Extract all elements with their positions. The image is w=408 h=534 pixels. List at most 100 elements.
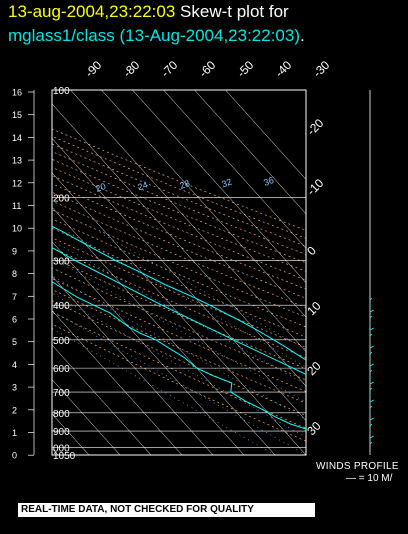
dry-adiabat <box>52 247 306 359</box>
isotherm <box>163 90 306 249</box>
dry-adiabat <box>52 209 306 318</box>
temp-tick-label: 20 <box>304 359 324 379</box>
wind-barb <box>369 387 373 391</box>
wind-barb <box>369 309 374 313</box>
height-tick-label: 16 <box>12 88 22 98</box>
wind-barb <box>369 363 374 367</box>
dry-adiabat <box>52 323 306 442</box>
height-tick-label: 11 <box>12 201 21 211</box>
isotherm <box>52 241 245 455</box>
isotherm <box>52 310 183 455</box>
dry-adiabat <box>52 300 306 416</box>
sounding-line <box>52 281 306 430</box>
temp-tick-label: -20 <box>304 116 326 138</box>
isotherm <box>52 447 59 455</box>
dry-adiabat <box>52 191 306 299</box>
isotherm <box>52 137 306 421</box>
isotherm <box>52 344 152 455</box>
winds-profile-label: WINDS PROFILE <box>316 461 399 472</box>
temp-tick-label: -30 <box>310 58 332 80</box>
moist-line <box>52 310 306 455</box>
temp-tick-label: -80 <box>120 58 142 80</box>
isotherm <box>52 172 306 455</box>
dry-adiabat <box>52 278 306 392</box>
chart-title-line2: mglass1/class (13-Aug-2004,23:22:03). <box>8 26 305 46</box>
isotherm <box>194 90 306 215</box>
temp-tick-label: -40 <box>272 58 294 80</box>
temp-tick-label: -60 <box>196 58 218 80</box>
height-tick-label: 4 <box>12 360 17 370</box>
height-tick-label: 15 <box>12 110 22 120</box>
mixing-ratio-label: 20 <box>94 181 107 194</box>
isotherm <box>132 90 306 284</box>
height-tick-label: 13 <box>12 156 22 166</box>
isotherm <box>70 90 306 353</box>
isotherm <box>52 275 214 455</box>
sounding-series <box>52 225 306 430</box>
moist-line <box>52 257 306 403</box>
wind-barb <box>369 423 373 427</box>
height-tick-label: 8 <box>12 269 17 279</box>
mixing-ratio-label: 36 <box>262 175 275 188</box>
height-tick-label: 14 <box>12 133 22 143</box>
chart-title-line1: 13-aug-2004,23:22:03 Skew-t plot for <box>8 2 289 22</box>
pressure-tick-label: 200 <box>53 194 70 205</box>
dry-adiabat <box>52 183 306 290</box>
height-tick-label: 12 <box>12 178 22 188</box>
isotherm <box>52 379 121 455</box>
pressure-tick-label: 600 <box>53 364 70 375</box>
height-tick-label: 3 <box>12 383 17 393</box>
isotherm <box>101 90 306 318</box>
height-tick-label: 9 <box>12 246 17 256</box>
dry-adiabat <box>52 128 306 231</box>
wind-barb <box>369 315 373 319</box>
dry-adiabat <box>52 289 306 404</box>
temp-tick-label: -50 <box>234 58 256 80</box>
mixing-ratio-label: 24 <box>136 180 149 193</box>
height-tick-label: 6 <box>12 315 17 325</box>
dry-adiabat <box>52 200 306 308</box>
dry-adiabat <box>52 257 306 370</box>
dry-adiabat <box>52 237 306 348</box>
dry-adiabat <box>52 143 306 247</box>
wind-barb <box>369 297 373 301</box>
temp-tick-label: 10 <box>304 299 324 319</box>
dry-adiabat <box>52 267 306 381</box>
plot-border <box>51 89 307 456</box>
moist-line <box>99 231 306 350</box>
temp-tick-label: -10 <box>304 176 326 198</box>
height-tick-label: 2 <box>12 405 17 415</box>
pressure-tick-label: 400 <box>53 301 70 312</box>
timestamp: 13-aug-2004,23:22:03 <box>8 2 176 21</box>
mixing-ratio-label: 32 <box>220 177 233 190</box>
temp-tick-label: -90 <box>82 58 104 80</box>
height-tick-label: 5 <box>12 337 17 347</box>
moist-line <box>68 231 306 368</box>
pressure-tick-label: 1050 <box>53 451 76 462</box>
quality-note: REAL-TIME DATA, NOT CHECKED FOR QUALITY <box>18 503 315 517</box>
temp-tick-label: -70 <box>158 58 180 80</box>
wind-barb <box>369 351 373 355</box>
isotherm <box>225 90 306 180</box>
moist-line <box>52 275 306 421</box>
wind-barb <box>369 345 374 349</box>
wind-barb <box>369 441 373 445</box>
wind-barb <box>369 381 374 385</box>
dry-adiabat <box>52 166 306 272</box>
wind-barb <box>369 369 373 373</box>
wind-barb <box>369 435 374 439</box>
mixing-ratio-label: 28 <box>178 178 191 191</box>
dry-adiabat <box>52 175 306 281</box>
height-tick-label: 7 <box>12 292 17 302</box>
height-tick-label: 0 <box>12 451 17 461</box>
wind-barb <box>369 399 374 403</box>
winds-scale-label: — = 10 M/ <box>346 473 393 484</box>
wind-barb <box>369 405 373 409</box>
pressure-tick-label: 700 <box>53 388 70 399</box>
plot-area <box>52 90 306 455</box>
dry-adiabat <box>52 218 306 328</box>
dry-adiabat <box>52 227 306 338</box>
moist-line <box>52 240 306 386</box>
moist-line <box>52 328 276 455</box>
